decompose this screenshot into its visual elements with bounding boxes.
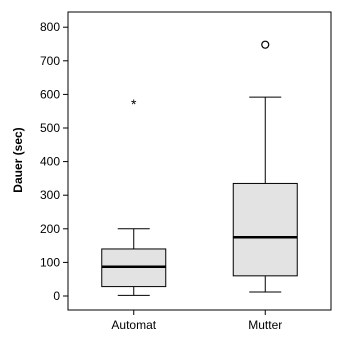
outlier-mutter-0 — [261, 40, 270, 49]
y-axis: 0 100 200 300 400 500 600 700 800 — [40, 20, 68, 303]
y-tick-label-300: 300 — [40, 188, 60, 202]
x-tick-label-automat: Automat — [111, 318, 156, 332]
y-tick-label-400: 400 — [40, 155, 60, 169]
boxes: * — [101, 40, 298, 296]
y-tick-label-100: 100 — [40, 255, 60, 269]
iqr-box-mutter — [232, 182, 298, 277]
y-tick-label-500: 500 — [40, 121, 60, 135]
x-tick-label-mutter: Mutter — [248, 318, 282, 332]
y-tick-label-700: 700 — [40, 54, 60, 68]
plot-frame — [67, 11, 332, 311]
y-tick-label-0: 0 — [53, 289, 60, 303]
box-mutter — [232, 40, 298, 293]
y-tick-label-800: 800 — [40, 20, 60, 34]
y-tick-label-600: 600 — [40, 87, 60, 101]
y-axis-title: Dauer (sec) — [11, 127, 25, 192]
y-tick-label-200: 200 — [40, 222, 60, 236]
extreme-automat-0: * — [131, 96, 137, 112]
box-automat: * — [101, 96, 167, 296]
x-axis: Automat Mutter — [111, 310, 282, 332]
